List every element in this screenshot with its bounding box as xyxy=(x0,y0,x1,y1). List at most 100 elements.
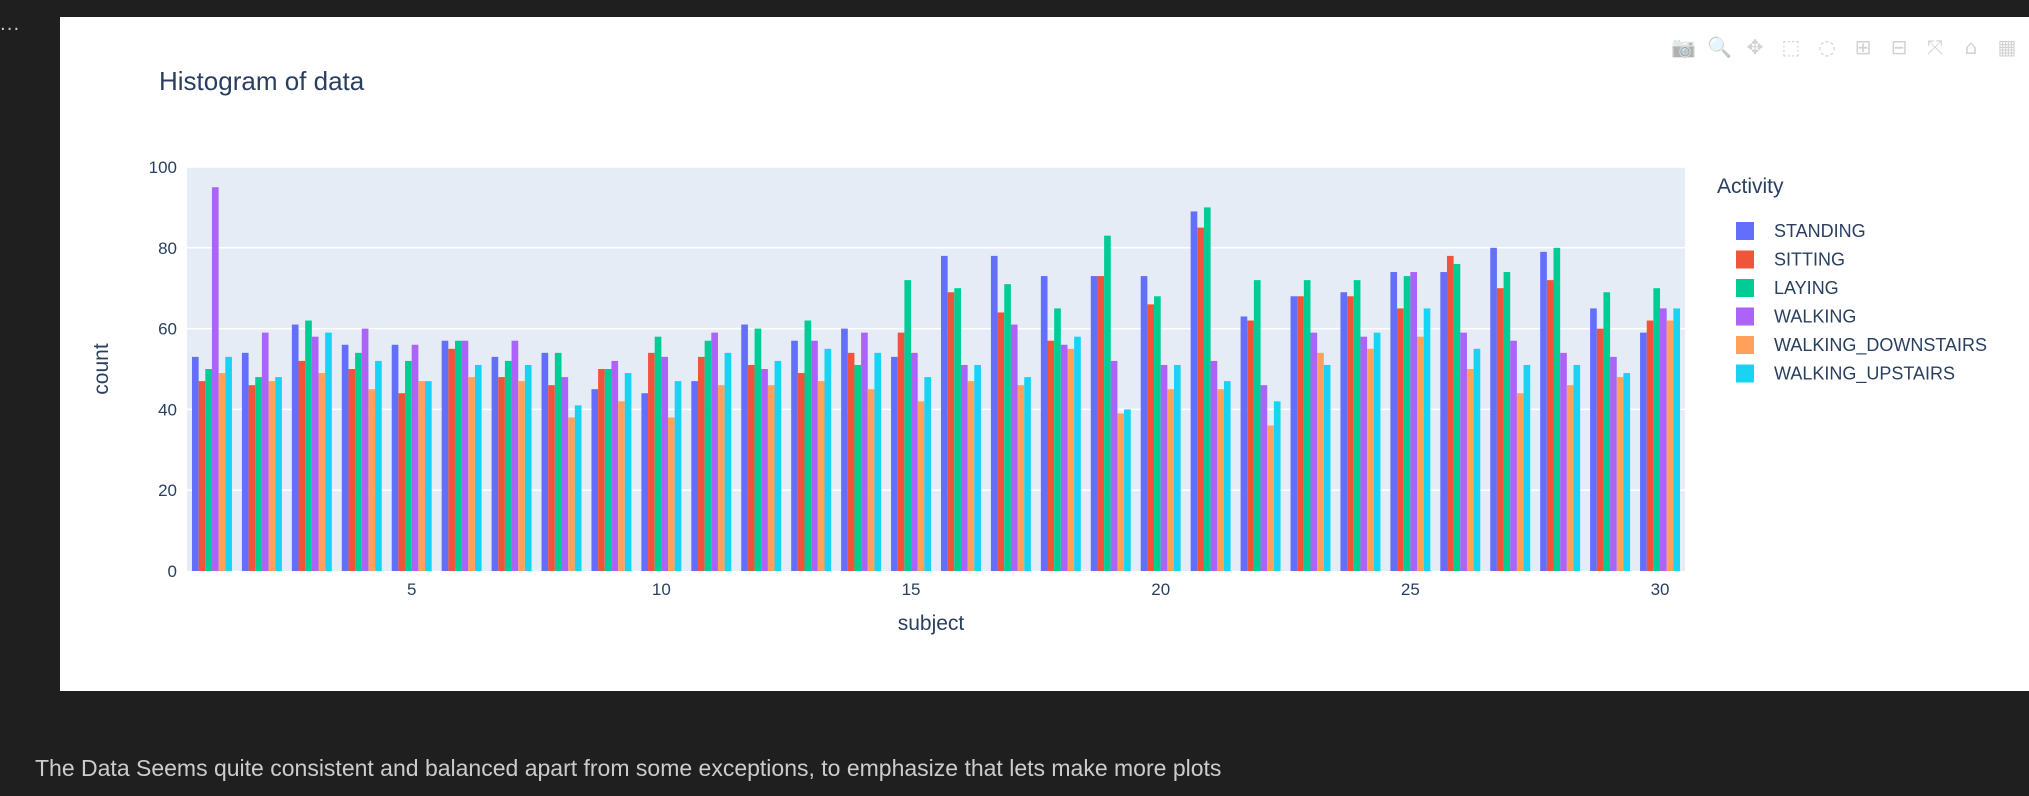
bar[interactable] xyxy=(391,344,399,571)
bar[interactable] xyxy=(741,324,748,571)
bar[interactable] xyxy=(405,360,412,571)
bar[interactable] xyxy=(498,377,505,571)
bar[interactable] xyxy=(1540,251,1547,571)
bar[interactable] xyxy=(717,385,725,571)
zoom-in-icon[interactable]: ⊞ xyxy=(1854,35,1872,59)
bar[interactable] xyxy=(1367,348,1374,571)
bar[interactable] xyxy=(940,255,948,571)
legend-item[interactable]: WALKING xyxy=(1774,307,1856,327)
bar[interactable] xyxy=(767,385,775,571)
bar[interactable] xyxy=(817,381,825,571)
bar[interactable] xyxy=(255,377,262,571)
bar[interactable] xyxy=(241,352,249,571)
bar[interactable] xyxy=(1297,296,1304,571)
bar[interactable] xyxy=(1267,425,1274,571)
bar[interactable] xyxy=(997,312,1005,571)
bar[interactable] xyxy=(1423,308,1431,571)
bar[interactable] xyxy=(618,401,625,571)
bar[interactable] xyxy=(191,356,199,571)
bar[interactable] xyxy=(990,255,998,571)
legend-swatch[interactable] xyxy=(1736,222,1754,240)
bar[interactable] xyxy=(318,373,326,571)
legend-swatch[interactable] xyxy=(1736,250,1754,269)
bar[interactable] xyxy=(1340,292,1348,571)
bar[interactable] xyxy=(248,385,256,571)
bar[interactable] xyxy=(811,340,818,571)
bar[interactable] xyxy=(1047,340,1055,571)
bar[interactable] xyxy=(275,377,282,571)
bar[interactable] xyxy=(1353,280,1361,571)
bar[interactable] xyxy=(468,377,475,571)
bar[interactable] xyxy=(1573,364,1581,571)
bar[interactable] xyxy=(1004,284,1011,571)
bar[interactable] xyxy=(298,360,306,571)
bar[interactable] xyxy=(1553,247,1561,572)
bar[interactable] xyxy=(1090,276,1098,571)
bar[interactable] xyxy=(1566,385,1574,571)
bar[interactable] xyxy=(591,389,599,571)
bar[interactable] xyxy=(1040,276,1048,571)
bar[interactable] xyxy=(1390,272,1398,571)
bar[interactable] xyxy=(960,364,968,571)
camera-icon[interactable]: 📷 xyxy=(1671,35,1696,59)
bar[interactable] xyxy=(924,377,932,571)
bar[interactable] xyxy=(1310,332,1318,571)
bar[interactable] xyxy=(1503,272,1511,571)
bar[interactable] xyxy=(1140,276,1148,571)
bar[interactable] xyxy=(348,369,356,571)
bar[interactable] xyxy=(1610,356,1617,571)
bar[interactable] xyxy=(1490,247,1497,572)
legend-item[interactable]: STANDING xyxy=(1774,221,1866,241)
bar[interactable] xyxy=(1010,324,1018,571)
bar[interactable] xyxy=(598,369,605,571)
bar[interactable] xyxy=(211,187,219,571)
bar[interactable] xyxy=(747,364,755,571)
bar[interactable] xyxy=(1174,364,1181,571)
bar[interactable] xyxy=(205,369,212,571)
bar[interactable] xyxy=(648,352,655,571)
bar[interactable] xyxy=(1147,304,1155,571)
bar[interactable] xyxy=(375,360,382,571)
bar[interactable] xyxy=(904,280,912,571)
reset-axes-icon[interactable]: ⌂ xyxy=(1964,35,1978,59)
bar[interactable] xyxy=(1523,364,1531,571)
bar[interactable] xyxy=(874,352,882,571)
bar[interactable] xyxy=(967,381,975,571)
bar[interactable] xyxy=(1154,296,1161,571)
bar[interactable] xyxy=(1410,272,1418,571)
bar[interactable] xyxy=(411,344,419,571)
bar[interactable] xyxy=(474,364,482,571)
bar[interactable] xyxy=(611,360,619,571)
bar[interactable] xyxy=(448,348,455,571)
bar[interactable] xyxy=(1317,352,1324,571)
bar[interactable] xyxy=(1110,360,1118,571)
bar[interactable] xyxy=(1060,344,1068,571)
bar[interactable] xyxy=(368,389,376,571)
bar[interactable] xyxy=(824,348,832,571)
pan-icon[interactable]: ✥ xyxy=(1746,35,1764,59)
bar[interactable] xyxy=(325,332,332,571)
bar[interactable] xyxy=(1516,393,1524,571)
bar[interactable] xyxy=(724,352,732,571)
bar[interactable] xyxy=(225,356,232,571)
bar[interactable] xyxy=(1190,211,1198,571)
bar[interactable] xyxy=(897,332,905,571)
bar[interactable] xyxy=(1347,296,1354,571)
bar[interactable] xyxy=(804,320,812,571)
legend-item[interactable]: WALKING_DOWNSTAIRS xyxy=(1774,335,1987,356)
bar[interactable] xyxy=(198,381,206,571)
bar[interactable] xyxy=(1117,413,1125,571)
legend-item[interactable]: WALKING_UPSTAIRS xyxy=(1774,364,1955,385)
bar[interactable] xyxy=(891,356,898,571)
bar[interactable] xyxy=(1290,296,1298,571)
bar[interactable] xyxy=(568,417,575,571)
bar[interactable] xyxy=(1646,320,1654,571)
lasso-select-icon[interactable]: ◌ xyxy=(1818,35,1836,59)
bar[interactable] xyxy=(1197,227,1204,571)
bar[interactable] xyxy=(1067,348,1075,571)
bar[interactable] xyxy=(847,352,855,571)
bar[interactable] xyxy=(1360,336,1368,571)
bar[interactable] xyxy=(454,340,462,571)
bar[interactable] xyxy=(1124,409,1131,571)
bar[interactable] xyxy=(1373,332,1381,571)
